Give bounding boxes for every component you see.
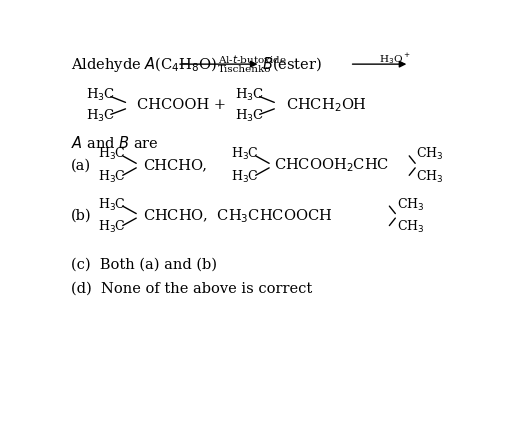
Text: H$_3$C: H$_3$C	[98, 169, 125, 185]
Text: Al-$t$-butoxide: Al-$t$-butoxide	[218, 53, 287, 65]
Text: CHCOOH +: CHCOOH +	[137, 98, 226, 112]
Text: (c)  Both (a) and (b): (c) Both (a) and (b)	[71, 258, 217, 272]
Text: H$_3$C: H$_3$C	[86, 108, 115, 124]
Text: H$_3$C: H$_3$C	[230, 169, 259, 185]
Text: CHCHO,: CHCHO,	[143, 159, 207, 173]
Text: H$_3$C: H$_3$C	[98, 197, 125, 213]
Text: CH$_3$: CH$_3$	[416, 146, 443, 163]
Text: $B$(ester): $B$(ester)	[262, 55, 323, 73]
Text: $A$ and $B$ are: $A$ and $B$ are	[71, 135, 159, 151]
Text: H$_3$O$^+$: H$_3$O$^+$	[379, 51, 410, 66]
Text: Tischenko: Tischenko	[218, 66, 271, 75]
Text: CH$_3$: CH$_3$	[416, 169, 443, 185]
Text: (b): (b)	[71, 209, 92, 223]
Text: H$_3$C: H$_3$C	[86, 87, 115, 103]
Text: CHCH$_2$OH: CHCH$_2$OH	[286, 96, 367, 114]
Text: Aldehyde $A$(C$_4$H$_8$O): Aldehyde $A$(C$_4$H$_8$O)	[71, 55, 218, 74]
Text: CH$_3$: CH$_3$	[397, 219, 425, 235]
Text: H$_3$C: H$_3$C	[230, 146, 259, 163]
Text: (a): (a)	[71, 159, 91, 173]
Text: (d)  None of the above is correct: (d) None of the above is correct	[71, 282, 312, 296]
Text: H$_3$C: H$_3$C	[234, 87, 264, 103]
Text: CHCOOH$_2$CHC: CHCOOH$_2$CHC	[274, 157, 390, 174]
Text: H$_3$C: H$_3$C	[98, 146, 125, 163]
Text: H$_3$C: H$_3$C	[98, 219, 125, 235]
Text: H$_3$C: H$_3$C	[234, 108, 264, 124]
Text: CH$_3$: CH$_3$	[397, 197, 425, 213]
Text: CHCHO,  CH$_3$CHCOOCH: CHCHO, CH$_3$CHCOOCH	[143, 207, 332, 225]
